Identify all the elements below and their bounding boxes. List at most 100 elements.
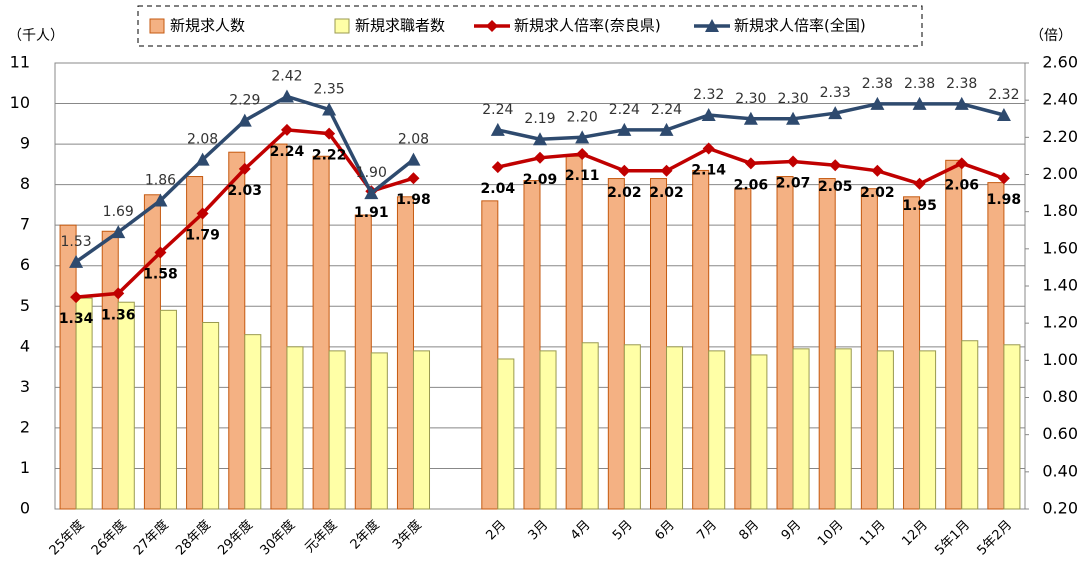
y-tick-label: 3: [20, 377, 30, 396]
bar: [708, 350, 726, 510]
y2-tick-label: 1.60: [1042, 238, 1078, 257]
bar: [734, 188, 752, 510]
marker: [912, 96, 927, 110]
bar: [1003, 344, 1021, 510]
x-tick-label: 7月: [694, 518, 720, 544]
legend-marker: [486, 20, 498, 32]
data-label: 2.08: [187, 132, 218, 148]
bar: [876, 350, 894, 510]
y-tick-label: 2: [20, 417, 30, 436]
marker: [871, 164, 884, 177]
marker: [702, 142, 715, 155]
marker: [533, 132, 547, 146]
x-tick-label: 5年1月: [932, 518, 973, 559]
marker: [870, 96, 885, 110]
data-label: 2.30: [777, 91, 808, 107]
bar: [270, 143, 288, 510]
marker: [913, 177, 926, 190]
bar: [312, 155, 330, 510]
bar: [328, 350, 346, 510]
y2-tick-label: 0.20: [1042, 499, 1078, 518]
bar: [354, 214, 372, 510]
bar: [860, 188, 878, 510]
marker: [617, 122, 632, 136]
data-label: 2.03: [228, 183, 263, 199]
bar: [202, 321, 220, 510]
x-tick-label: 25年度: [46, 517, 87, 558]
marker: [70, 291, 83, 304]
x-tick-label: 2年度: [347, 517, 383, 553]
x-tick-label: 27年度: [130, 517, 171, 558]
bar: [286, 346, 304, 510]
legend-box: [137, 5, 923, 47]
y-tick-label: 6: [20, 255, 30, 274]
y-tick-label: 4: [20, 336, 30, 355]
y2-tick-label: 0.80: [1042, 387, 1078, 406]
marker: [660, 164, 673, 177]
marker: [534, 151, 546, 164]
bar: [945, 159, 963, 510]
y-axis-label: （千人）: [8, 28, 64, 44]
x-tick-label: 4月: [568, 518, 594, 544]
bar: [792, 348, 810, 510]
bar: [523, 180, 541, 510]
data-label: 2.02: [649, 185, 684, 201]
marker: [829, 159, 842, 172]
legend-label: 新規求人倍率(全国): [734, 17, 866, 35]
data-label: 2.24: [270, 144, 305, 160]
x-tick-label: 3月: [526, 518, 552, 544]
marker: [659, 122, 674, 136]
marker: [195, 152, 210, 166]
y-tick-label: 10: [10, 93, 30, 112]
bar: [692, 169, 710, 510]
x-tick-label: 8月: [737, 518, 763, 544]
marker: [111, 225, 126, 239]
y2-tick-label: 2.60: [1042, 53, 1078, 72]
x-tick-label: 12月: [899, 518, 930, 549]
marker: [364, 186, 379, 200]
bar: [370, 352, 388, 510]
y2-tick-label: 0.40: [1042, 461, 1078, 480]
bar: [117, 301, 135, 510]
marker: [238, 162, 251, 175]
x-tick-label: 9月: [779, 518, 805, 544]
bar: [666, 346, 684, 510]
x-tick-label: 29年度: [215, 517, 256, 558]
bar: [649, 178, 668, 510]
y-tick-label: 5: [20, 296, 30, 315]
x-tick-label: 5月: [610, 518, 636, 544]
x-tick-label: 3年度: [389, 517, 425, 553]
y-tick-label: 9: [20, 134, 30, 153]
marker: [322, 102, 337, 116]
y2-tick-label: 2.20: [1042, 127, 1078, 146]
marker: [491, 161, 504, 174]
data-label: 2.32: [988, 87, 1019, 103]
marker: [955, 157, 968, 170]
marker: [786, 111, 801, 125]
data-label: 2.08: [398, 132, 429, 148]
y2-tick-label: 2.40: [1042, 90, 1078, 109]
y2-tick-label: 1.80: [1042, 201, 1078, 220]
marker: [323, 127, 336, 140]
bar: [987, 182, 1005, 510]
data-label: 1.69: [103, 204, 134, 220]
marker: [787, 155, 800, 168]
bar: [101, 230, 119, 510]
x-tick-label: 26年度: [88, 517, 129, 558]
marker: [954, 96, 969, 110]
y-tick-label: 1: [20, 458, 30, 477]
data-label: 2.24: [609, 102, 640, 118]
x-tick-label: 10月: [815, 518, 846, 549]
marker: [618, 164, 631, 177]
marker: [279, 89, 294, 103]
marker: [701, 108, 716, 122]
marker: [576, 148, 589, 161]
bar: [497, 358, 515, 510]
data-label: 1.98: [987, 192, 1022, 208]
data-label: 2.38: [946, 76, 977, 92]
marker: [997, 172, 1010, 185]
bar: [607, 178, 625, 510]
x-tick-label: 元年度: [302, 517, 341, 556]
bar: [159, 309, 177, 510]
